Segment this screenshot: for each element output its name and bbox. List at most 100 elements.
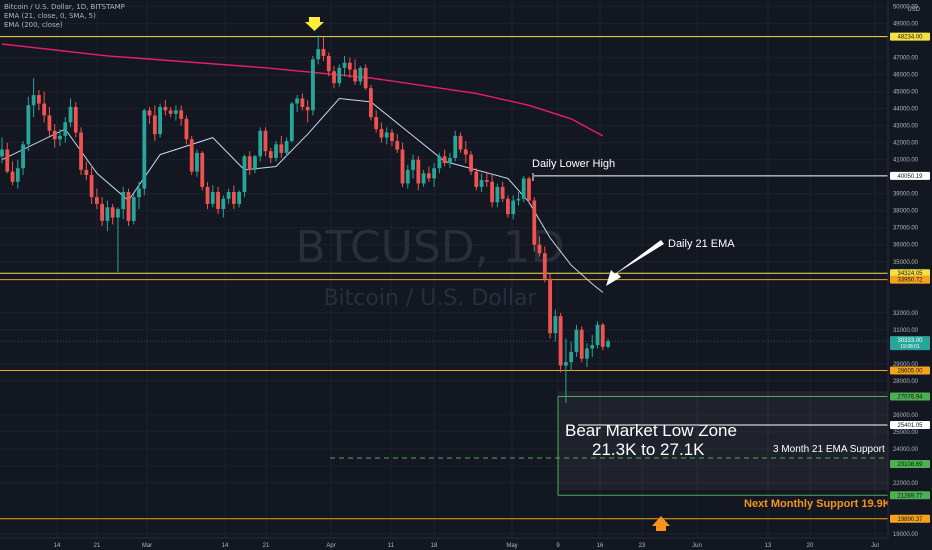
- time-axis[interactable]: 14 21 Mar 14 21 Apr 11 18 May 9 16 23 Jun 13 20 Jul: [0, 537, 932, 550]
- price-tick-label: 22000.00: [893, 481, 919, 487]
- price-tick-label: 25000.00: [893, 430, 919, 436]
- zone-range-label: 21.3K to 27.1K: [592, 440, 705, 459]
- candle-body: [258, 130, 263, 157]
- up-arrow-marker-icon: [652, 516, 670, 531]
- candle-body: [168, 110, 173, 114]
- daily-21-ema-label: Daily 21 EMA: [668, 238, 735, 250]
- candle-body: [474, 171, 479, 187]
- candle-body: [68, 106, 73, 123]
- candle-body: [179, 110, 184, 119]
- candle-body: [268, 151, 273, 158]
- candle-body: [247, 156, 252, 170]
- candle-body: [116, 209, 120, 218]
- level-price-text: 23108.69: [897, 462, 923, 468]
- candle-body: [63, 122, 68, 136]
- candle-body: [326, 55, 331, 72]
- time-tick-label: 9: [556, 543, 560, 549]
- candle-body: [358, 67, 363, 82]
- legend-symbol: Bitcoin / U.S. Dollar, 1D, BITSTAMP: [4, 3, 125, 11]
- candle-body: [73, 106, 78, 133]
- price-tick-label: 29000.00: [893, 362, 919, 368]
- ema-pointer-arrow: [606, 240, 664, 286]
- legend-ema21: EMA (21, close, 0, SMA, 5): [4, 12, 96, 20]
- candle-body: [58, 135, 62, 140]
- candle-body: [469, 154, 473, 172]
- current-price-tag: [890, 336, 930, 351]
- level-price-text: 27076.94: [897, 395, 923, 401]
- candle-body: [553, 316, 558, 334]
- candle-body: [516, 198, 521, 201]
- price-tick-label: 50000.00: [893, 5, 919, 11]
- price-tick-label: 19000.00: [893, 532, 919, 538]
- candle-body: [295, 98, 300, 104]
- candle-body: [432, 168, 437, 179]
- level-price-tag: [890, 514, 930, 523]
- candle-body: [79, 132, 83, 170]
- candle-body: [379, 129, 384, 138]
- level-price-tag: [890, 460, 930, 469]
- time-tick-label: Jun: [692, 543, 702, 549]
- candle-body: [163, 106, 168, 111]
- candle-body: [126, 192, 131, 221]
- candle-body: [36, 95, 41, 104]
- candle-body: [600, 324, 605, 347]
- candle-body: [279, 144, 284, 153]
- candle-body: [47, 115, 52, 131]
- candle-body: [448, 157, 452, 164]
- candle-body: [94, 197, 99, 204]
- candle-body: [521, 178, 526, 199]
- price-axis[interactable]: USD 50000.00 49000.00 47000.00 46000.00 4500…: [887, 0, 932, 538]
- candle-body: [0, 149, 4, 157]
- candle-body: [606, 341, 610, 347]
- candle-body: [110, 207, 115, 218]
- candle-body: [390, 132, 394, 141]
- candle-body: [5, 149, 10, 172]
- price-levels: [0, 36, 888, 520]
- candle-body: [237, 192, 242, 204]
- price-tick-label: 26000.00: [893, 413, 919, 419]
- candle-body: [347, 62, 352, 70]
- candle-body: [21, 144, 25, 169]
- candle-body: [495, 186, 500, 203]
- candle-body: [374, 117, 379, 130]
- candle-body: [537, 244, 542, 254]
- level-price-tag: [890, 421, 930, 430]
- candle-body: [400, 149, 405, 184]
- time-tick-label: 21: [263, 543, 270, 549]
- candle-body: [174, 110, 178, 114]
- gridlines: [0, 0, 888, 538]
- candles: [0, 35, 610, 403]
- level-price-tag: [890, 171, 930, 180]
- time-tick-label: 16: [597, 543, 604, 549]
- candle-body: [305, 106, 310, 111]
- time-axis-background: [0, 538, 932, 550]
- candle-body: [52, 130, 57, 140]
- candle-body: [353, 69, 357, 82]
- candle-body: [332, 71, 336, 84]
- price-tick-label: 45000.00: [893, 90, 919, 96]
- candle-body: [442, 156, 447, 164]
- candle-body: [458, 135, 463, 150]
- candle-body: [216, 192, 220, 210]
- candle-body: [311, 59, 315, 111]
- level-price-text: 25401.05: [897, 423, 923, 429]
- candle-body: [147, 110, 152, 116]
- ema200-path: [1, 43, 604, 137]
- candle-body: [595, 324, 600, 346]
- candle-body: [585, 348, 589, 359]
- candle-body: [89, 174, 94, 198]
- current-price-text: 30333.00: [897, 338, 923, 344]
- candle-body: [100, 203, 105, 221]
- price-tick-label: 28000.00: [893, 379, 919, 385]
- level-price-tag: [890, 32, 930, 41]
- price-tick-label: 37000.00: [893, 226, 919, 232]
- level-price-tag: [890, 392, 930, 401]
- time-tick-label: Mar: [142, 543, 152, 549]
- price-tick-label: 47000.00: [893, 56, 919, 62]
- candle-body: [590, 345, 595, 349]
- candle-body: [31, 95, 36, 106]
- watermark: BTCUSD, 1D Bitcoin / U.S. Dollar: [295, 222, 564, 311]
- price-tick-label: 32000.00: [893, 311, 919, 317]
- price-tick-label: 41000.00: [893, 158, 919, 164]
